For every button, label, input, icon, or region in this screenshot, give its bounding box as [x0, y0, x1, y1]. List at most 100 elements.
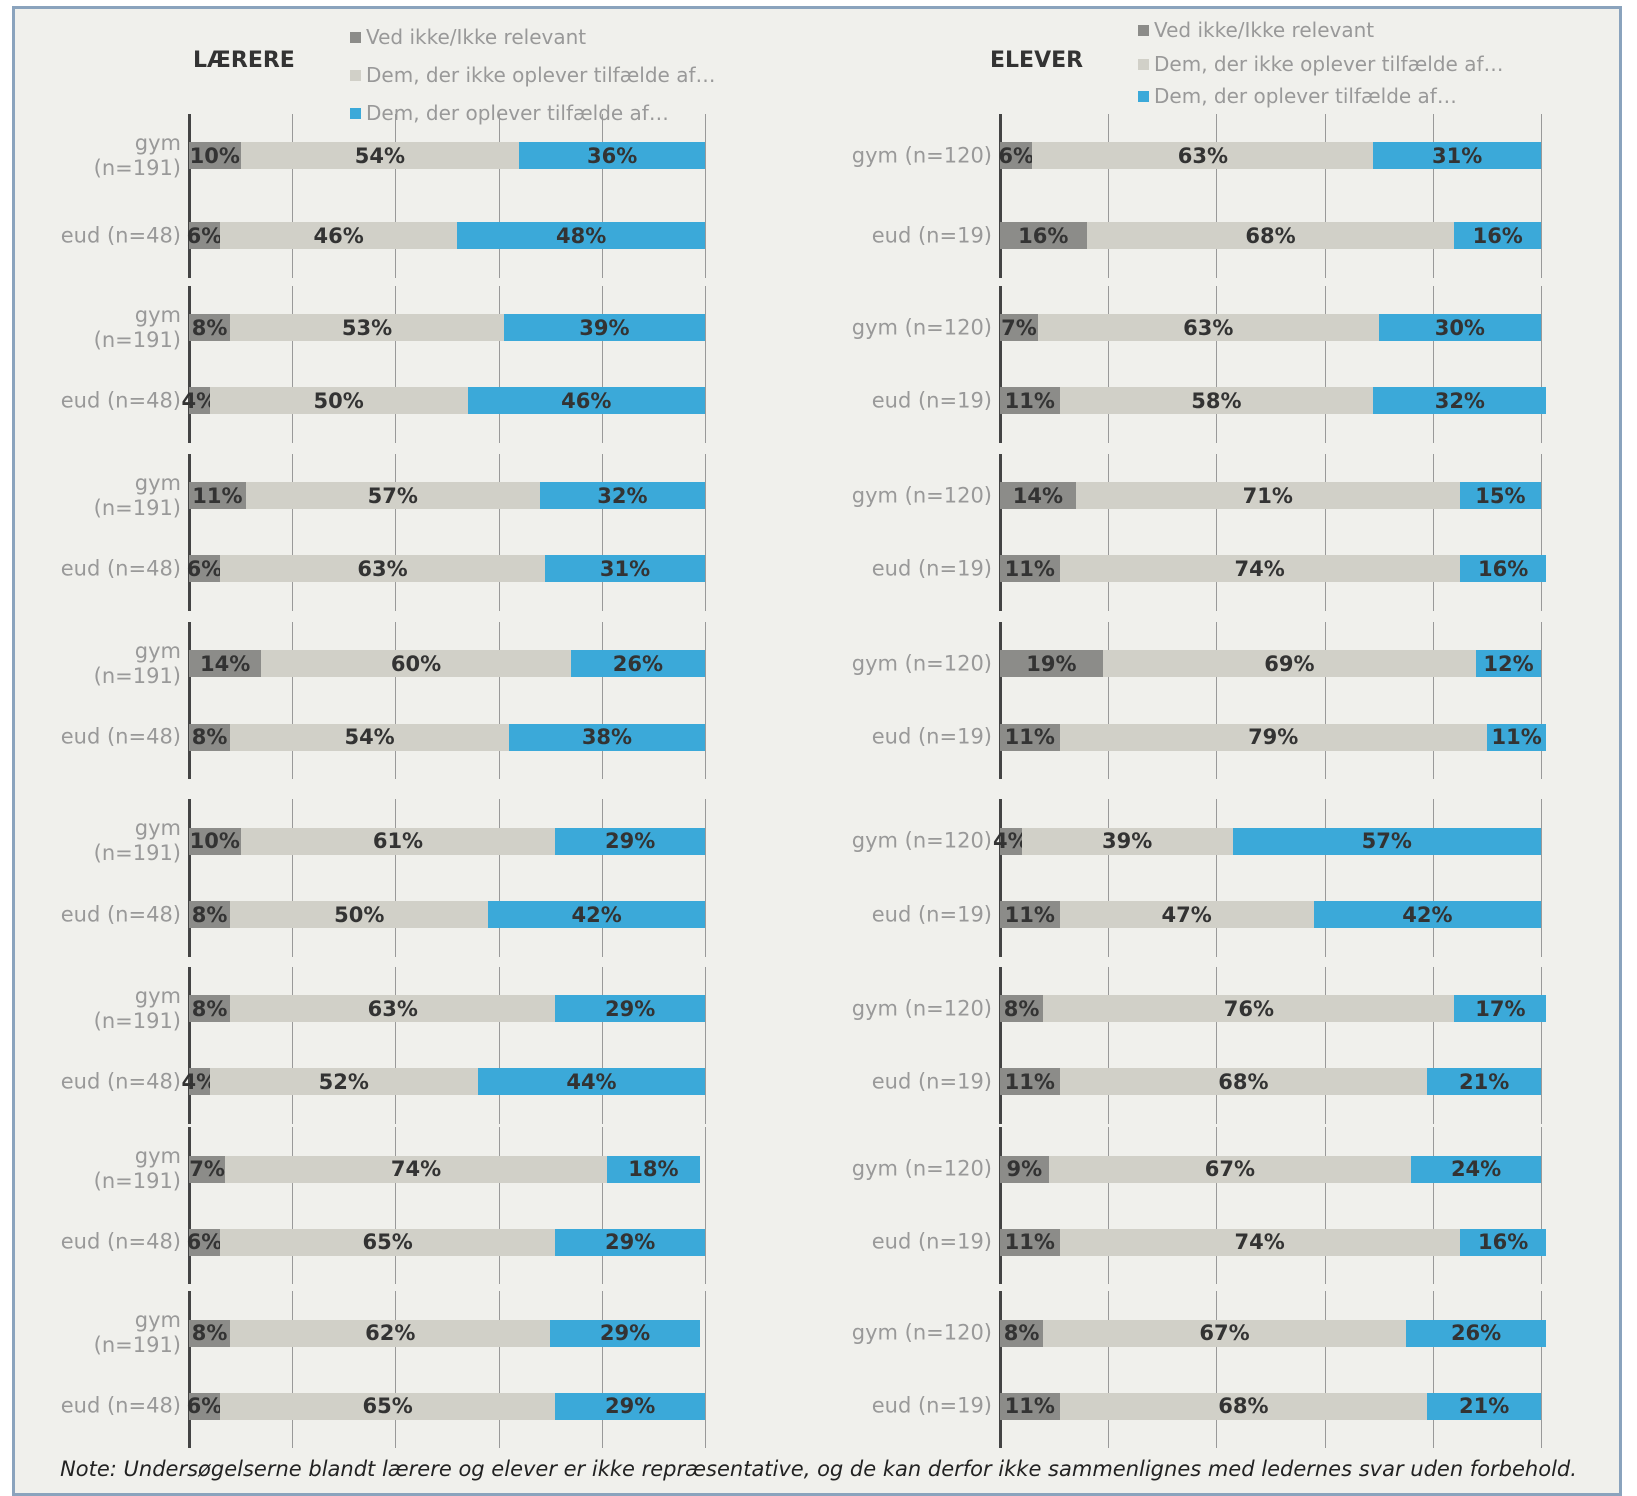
- grid-line: [395, 799, 397, 957]
- data-label: 71%: [1242, 483, 1293, 508]
- grid-line: [1541, 1291, 1542, 1449]
- grid-line: [1432, 285, 1434, 443]
- bar-segment: [230, 723, 509, 751]
- grid-line: [705, 1291, 706, 1449]
- data-label: 32%: [597, 483, 648, 508]
- bar-segment: [606, 1155, 700, 1183]
- grid-line: [1432, 966, 1434, 1124]
- grid-line: [395, 453, 397, 611]
- bar-segment: [1000, 901, 1060, 929]
- data-label: 16%: [1018, 223, 1069, 248]
- data-label: 67%: [1204, 1157, 1256, 1182]
- column-title: LÆRERE: [193, 48, 295, 73]
- grid-line: [395, 1127, 397, 1285]
- grid-line: [601, 799, 603, 957]
- category-label: eud (n=19): [871, 556, 992, 581]
- data-label: 11%: [1004, 1394, 1055, 1419]
- bar-segment: [1459, 1228, 1547, 1256]
- bar-segment: [477, 1068, 705, 1096]
- bar-segment: [1048, 1155, 1412, 1183]
- data-label: 11%: [1491, 725, 1542, 750]
- axis-line: [188, 799, 191, 957]
- bar-segment: [189, 995, 231, 1022]
- bar-segment: [1232, 827, 1541, 855]
- bar-segment: [261, 650, 571, 678]
- data-label: 6%: [186, 556, 223, 581]
- grid-line: [395, 966, 397, 1124]
- legend-swatch: [1138, 59, 1149, 70]
- legend-label: Ved ikke/Ikke relevant: [366, 25, 587, 49]
- grid-line: [1541, 113, 1542, 278]
- category-label: gym (n=191): [93, 470, 181, 520]
- grid-line: [1324, 966, 1326, 1124]
- legend-label: Dem, der oplever tilfælde af…: [1154, 84, 1457, 108]
- grid-line: [601, 1291, 603, 1449]
- data-label: 54%: [354, 143, 406, 168]
- data-label: 9%: [1006, 1157, 1043, 1182]
- grid-line: [601, 453, 603, 611]
- category-label: gym (n=120): [851, 1320, 992, 1345]
- grid-line: [705, 621, 706, 780]
- data-label: 7%: [1001, 315, 1037, 340]
- bar-segment: [189, 901, 231, 929]
- bar-segment: [219, 555, 546, 583]
- grid-line: [1541, 966, 1542, 1124]
- data-label: 57%: [367, 483, 418, 508]
- grid-line: [498, 453, 500, 611]
- data-label: 12%: [1483, 651, 1534, 676]
- data-label: 68%: [1245, 223, 1296, 248]
- data-label: 38%: [581, 725, 633, 750]
- bar-segment: [189, 482, 246, 510]
- data-label: 14%: [1012, 483, 1063, 508]
- data-label: 67%: [1199, 1321, 1250, 1346]
- data-label: 74%: [390, 1157, 442, 1182]
- data-label: 8%: [1003, 1321, 1040, 1346]
- data-label: 8%: [191, 315, 228, 340]
- bar-segment: [457, 222, 705, 250]
- bar-segment: [1059, 901, 1314, 929]
- bar-segment: [219, 222, 458, 250]
- grid-line: [1432, 799, 1434, 957]
- category-label: gym (n=120): [851, 143, 992, 168]
- data-label: 63%: [1177, 143, 1229, 168]
- grid-line: [1324, 621, 1326, 780]
- data-label: 60%: [390, 651, 442, 676]
- data-label: 8%: [191, 1321, 228, 1346]
- data-label: 50%: [313, 388, 364, 413]
- bar-segment: [189, 142, 241, 170]
- data-label: 42%: [1402, 902, 1453, 927]
- grid-line: [1324, 1127, 1326, 1285]
- category-label: eud (n=19): [871, 1229, 992, 1254]
- data-label: 26%: [1450, 1321, 1502, 1346]
- category-label: eud (n=19): [871, 1069, 992, 1094]
- grid-line: [1324, 799, 1326, 957]
- data-label: 31%: [1432, 143, 1483, 168]
- bar-segment: [1075, 482, 1460, 510]
- grid-line: [1432, 1127, 1434, 1285]
- data-label: 17%: [1475, 996, 1526, 1021]
- data-label: 21%: [1459, 1069, 1510, 1094]
- data-label: 79%: [1248, 725, 1299, 750]
- category-label: gym (n=120): [851, 828, 992, 853]
- grid-line: [292, 453, 294, 611]
- category-label: eud (n=48): [60, 556, 181, 581]
- data-label: 61%: [372, 829, 424, 854]
- grid-line: [705, 453, 706, 611]
- bar-segment: [1313, 901, 1541, 929]
- grid-line: [601, 621, 603, 780]
- data-label: 58%: [1191, 388, 1242, 413]
- bar-segment: [189, 1228, 220, 1256]
- bar-segment: [1059, 723, 1487, 751]
- bar-segment: [503, 314, 705, 342]
- bar-segment: [189, 723, 231, 751]
- axis-line: [188, 621, 191, 780]
- bar-segment: [189, 1068, 210, 1096]
- category-label: eud (n=48): [60, 388, 181, 413]
- data-label: 31%: [599, 556, 651, 581]
- legend-label: Dem, der oplever tilfælde af…: [366, 101, 669, 125]
- bar-segment: [240, 142, 520, 170]
- legend-label: Dem, der ikke oplever tilfælde af…: [1154, 52, 1504, 76]
- grid-line: [498, 799, 500, 957]
- data-label: 19%: [1026, 651, 1077, 676]
- grid-line: [1108, 1127, 1110, 1285]
